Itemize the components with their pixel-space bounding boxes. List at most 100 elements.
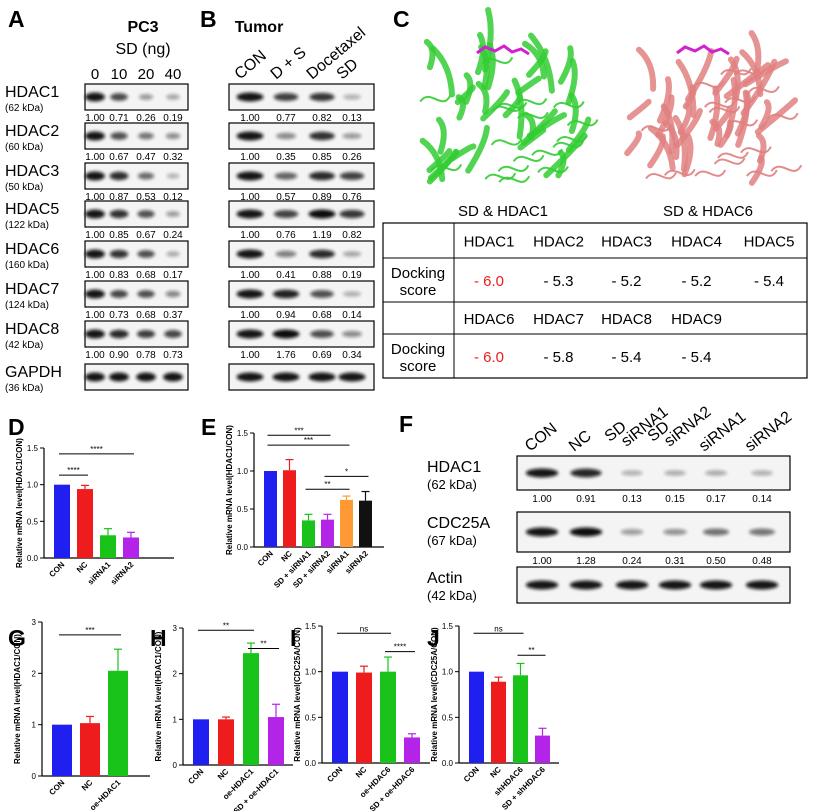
bar [243,653,259,765]
protein-ribbon [724,76,738,139]
y-tick-label: 1.5 [305,622,317,631]
blot-band [339,171,365,181]
bar [535,735,550,763]
protein-loop [556,135,588,143]
protein-structure-hdac1 [419,7,599,185]
x-tick-label: CON [186,767,205,786]
bar [123,537,139,558]
protein-name: GAPDH [5,364,62,381]
panel-letter-b: B [200,6,217,32]
docking-score-cell: - 5.2 [681,273,711,290]
protein-ribbon [682,84,697,110]
bar [380,671,396,763]
significance-label: **** [67,466,79,475]
blot-band [569,527,603,537]
blot-band [109,329,129,339]
blot-band [136,372,156,382]
blot-band [138,93,154,101]
protein-loop [713,157,746,165]
band-quant-value: 1.00 [240,310,260,321]
y-tick-label: 0.5 [27,517,39,526]
blot-band [85,329,105,339]
band-quant-value: 0.31 [665,556,685,567]
docking-score-cell: - 5.3 [543,273,573,290]
band-quant-value: 0.82 [312,113,332,124]
y-tick-label: 1.5 [27,444,39,453]
blot-row-hdac6: HDAC6 (160 kDa) 1.00 0.83 0.68 0.17 [5,240,189,281]
band-quant-value: 0.71 [109,113,129,124]
blot-band [137,250,155,258]
protein-ribbon [426,148,453,174]
band-quant-value: 1.00 [240,113,260,124]
x-tick-label: NC [75,560,90,575]
bar [469,671,484,763]
protein-kda: (62 kDa) [5,103,43,114]
band-quant-value: 0.19 [163,113,183,124]
blot-band [110,93,128,101]
band-quant-value: 0.37 [163,310,183,321]
blot-row: 1.00 0.94 0.68 0.14 [228,280,375,321]
docking-score-cell: - 6.0 [474,273,504,290]
y-tick-label: 0.5 [442,713,454,722]
band-quant-value: 1.76 [276,350,296,361]
blot-band [272,372,300,382]
blot-band [110,290,128,298]
protein-ribbon [426,148,459,185]
panel-a-column-label: 10 [111,66,128,83]
panel-letter-c: C [393,6,410,32]
significance-label: **** [90,445,102,454]
protein-ribbon [754,97,798,135]
band-quant-value: 1.28 [576,556,596,567]
blot-band [338,372,366,382]
x-tick-label: siRNA1 [86,560,113,587]
panel-a-column-labels: 0 10 20 40 [91,66,182,83]
docking-label-hdac1: SD & HDAC1 [458,203,548,220]
bar [77,489,93,558]
table-header-cell: HDAC7 [533,311,584,328]
blot-band [525,527,559,537]
bar [108,670,128,776]
protein-loop [746,169,778,177]
band-quant-value: 0.14 [342,310,362,321]
bar [193,719,209,765]
x-tick-label: NC [488,765,503,780]
panel-a-column-label: 40 [165,66,182,83]
blot-band [109,171,129,181]
band-quant-value: 0.69 [312,350,332,361]
x-tick-label: CON [47,778,66,797]
table-header-cell: HDAC6 [464,311,515,328]
blot-band [137,172,155,180]
protein-ribbon [557,45,574,85]
x-tick-label: CON [47,560,66,579]
x-tick-label: NC [279,549,294,564]
band-quant-value: 1.00 [240,350,260,361]
band-quant-value: 0.83 [109,270,129,281]
y-axis-label: Relative mRNA level(HDAC1/CON) [225,425,234,555]
blot-band [615,580,649,590]
table-header-cell: HDAC2 [533,234,584,251]
protein-loop [552,140,585,149]
blot-band [525,580,559,590]
band-quant-value: 0.50 [706,556,726,567]
protein-loop [419,94,452,103]
protein-ribbon [430,45,455,98]
blot-row [228,363,375,391]
x-tick-label: CON [256,549,275,568]
panel-a-column-label: 20 [138,66,155,83]
band-quant-value: 0.24 [622,556,642,567]
band-quant-value: 0.76 [276,230,296,241]
protein-loop [490,138,523,146]
band-quant-value: 0.26 [342,152,362,163]
protein-loop [430,163,463,172]
y-axis-label: Relative mRNA level(HDAC1/CON) [13,634,22,764]
panel-f-column-label: NC [566,428,595,456]
significance-label: ** [260,640,266,649]
significance-label: **** [394,643,406,652]
protein-loop [748,85,780,94]
table-header-cell: HDAC5 [744,234,795,251]
blot-band [343,291,361,297]
protein-loop [497,164,530,173]
x-tick-label: oe-HDAC1 [88,778,123,811]
